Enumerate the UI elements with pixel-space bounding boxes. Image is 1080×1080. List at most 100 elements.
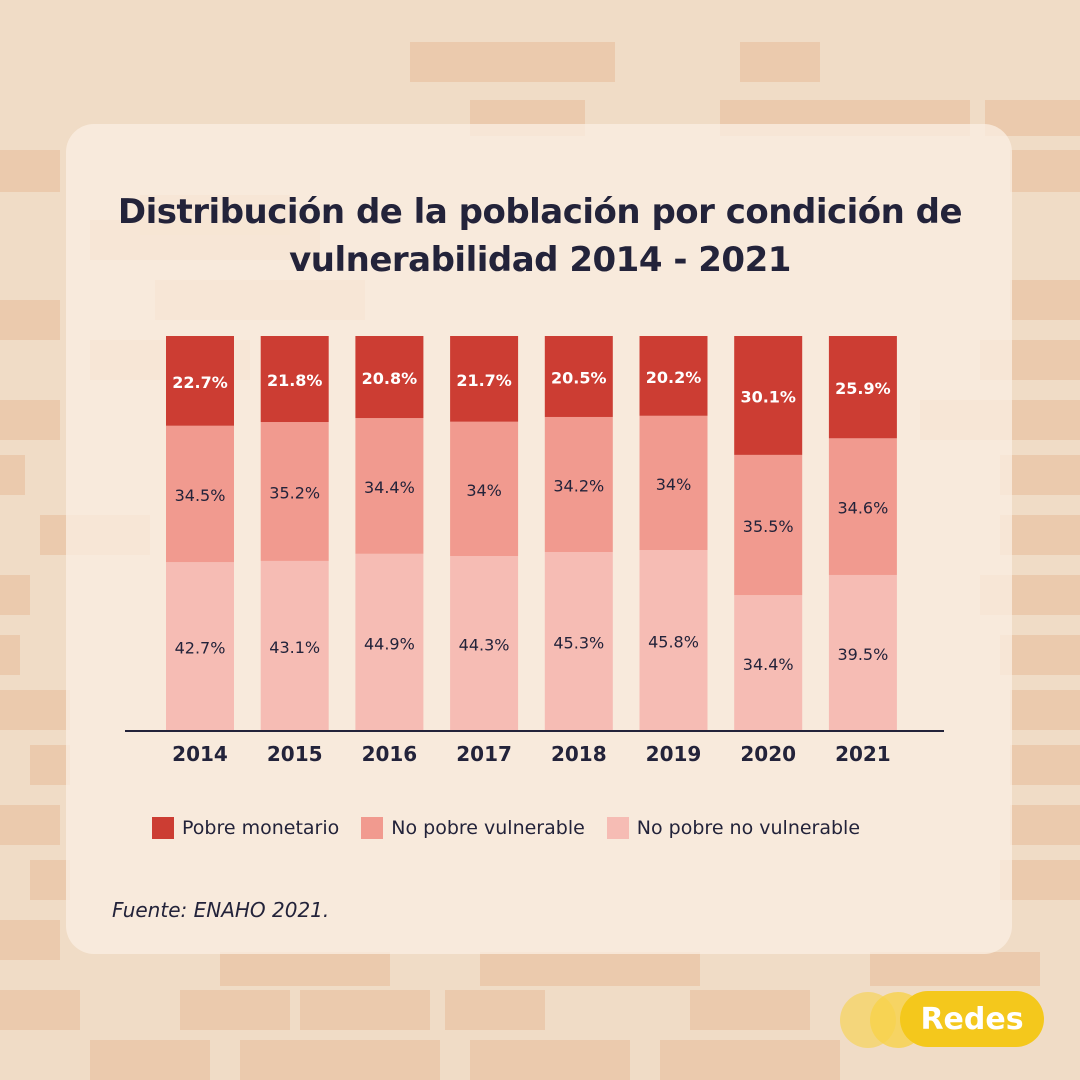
data-label-no-pobre-vulnerable-2020: 35.5% — [743, 517, 794, 536]
redes-logo: Redes — [838, 988, 1048, 1050]
brick — [0, 150, 60, 192]
data-label-pobre-monetario-2015: 21.8% — [267, 371, 323, 390]
brick — [1010, 745, 1080, 785]
brick — [1000, 455, 1080, 495]
brick — [1010, 150, 1080, 192]
brick — [300, 990, 430, 1030]
brick — [0, 400, 60, 440]
brick — [0, 805, 60, 845]
bar-segment-no-pobre-no-vulnerable-2018 — [544, 552, 613, 731]
bar-segment-no-pobre-vulnerable-2020 — [734, 454, 803, 596]
bar-segment-no-pobre-no-vulnerable-2019 — [639, 550, 708, 731]
x-tick-label-2020: 2020 — [740, 742, 796, 766]
legend-label-no-pobre-no-vulnerable: No pobre no vulnerable — [636, 817, 861, 839]
data-label-no-pobre-vulnerable-2014: 34.5% — [175, 486, 226, 505]
source-note: Fuente: ENAHO 2021. — [112, 898, 330, 922]
bar-segment-pobre-monetario-2018 — [544, 336, 613, 417]
x-tick-label-2015: 2015 — [267, 742, 323, 766]
legend-label-no-pobre-vulnerable: No pobre vulnerable — [391, 817, 585, 839]
brick — [1010, 280, 1080, 320]
brick — [0, 920, 60, 960]
brick — [410, 42, 585, 82]
data-label-no-pobre-vulnerable-2017: 34% — [466, 481, 502, 500]
brick — [470, 1040, 630, 1080]
data-label-no-pobre-no-vulnerable-2016: 44.9% — [364, 634, 415, 653]
brick — [0, 575, 30, 615]
chart-title: Distribución de la población por condici… — [117, 192, 963, 280]
bar-segment-no-pobre-vulnerable-2017 — [450, 421, 519, 557]
brick — [1010, 690, 1080, 730]
x-tick-label-2021: 2021 — [835, 742, 891, 766]
legend-item-no-pobre-vulnerable: No pobre vulnerable — [361, 817, 585, 839]
bar-segment-no-pobre-no-vulnerable-2021 — [828, 574, 897, 731]
bar-segment-no-pobre-no-vulnerable-2014 — [166, 562, 234, 731]
legend-swatch-no-pobre-vulnerable — [361, 817, 384, 839]
bar-segment-no-pobre-vulnerable-2014 — [166, 425, 234, 563]
bar-segment-no-pobre-vulnerable-2019 — [639, 415, 708, 551]
bar-segment-no-pobre-vulnerable-2015 — [260, 422, 329, 561]
brick — [90, 1040, 210, 1080]
data-label-no-pobre-no-vulnerable-2020: 34.4% — [743, 655, 794, 674]
bar-segment-pobre-monetario-2015 — [260, 336, 329, 423]
data-label-no-pobre-vulnerable-2018: 34.2% — [553, 477, 604, 496]
data-label-no-pobre-no-vulnerable-2017: 44.3% — [459, 636, 510, 655]
data-label-no-pobre-vulnerable-2021: 34.6% — [837, 499, 888, 518]
data-label-no-pobre-no-vulnerable-2021: 39.5% — [837, 645, 888, 664]
data-label-no-pobre-vulnerable-2016: 34.4% — [364, 478, 415, 497]
brick — [30, 745, 70, 785]
brick — [220, 952, 390, 986]
data-label-no-pobre-no-vulnerable-2018: 45.3% — [553, 634, 604, 653]
bar-segment-pobre-monetario-2020 — [734, 336, 803, 455]
legend-swatch-no-pobre-no-vulnerable — [606, 817, 629, 839]
data-label-pobre-monetario-2019: 20.2% — [646, 368, 702, 387]
bar-segment-no-pobre-vulnerable-2021 — [828, 438, 897, 575]
data-label-no-pobre-vulnerable-2019: 34% — [656, 475, 692, 494]
logo-text: Redes — [900, 991, 1044, 1047]
legend-label-pobre-monetario: Pobre monetario — [182, 817, 340, 839]
brick — [1000, 515, 1080, 555]
brick — [585, 42, 615, 82]
bar-segment-no-pobre-no-vulnerable-2020 — [734, 595, 803, 731]
brick — [1000, 635, 1080, 675]
data-label-no-pobre-no-vulnerable-2019: 45.8% — [648, 633, 699, 652]
brick — [0, 990, 80, 1030]
bar-segment-pobre-monetario-2016 — [355, 336, 424, 419]
data-label-no-pobre-no-vulnerable-2015: 43.1% — [269, 638, 320, 657]
x-tick-label-2019: 2019 — [646, 742, 702, 766]
brick — [0, 690, 70, 730]
legend-item-no-pobre-no-vulnerable: No pobre no vulnerable — [606, 817, 861, 839]
brick — [0, 455, 25, 495]
brick — [0, 635, 20, 675]
brick — [1010, 805, 1080, 845]
brick — [445, 990, 545, 1030]
x-tick-label-2014: 2014 — [172, 742, 228, 766]
brick — [870, 952, 1040, 986]
brick — [660, 1040, 840, 1080]
bar-segment-no-pobre-vulnerable-2016 — [355, 418, 424, 554]
data-label-no-pobre-vulnerable-2015: 35.2% — [269, 483, 320, 502]
brick — [180, 990, 290, 1030]
x-tick-label-2018: 2018 — [551, 742, 607, 766]
bar-segment-no-pobre-vulnerable-2018 — [544, 416, 613, 553]
bar-segment-no-pobre-no-vulnerable-2017 — [450, 556, 519, 731]
brick — [740, 42, 820, 82]
brick — [0, 300, 60, 340]
data-label-pobre-monetario-2017: 21.7% — [456, 371, 512, 390]
legend-item-pobre-monetario: Pobre monetario — [152, 817, 339, 839]
data-label-pobre-monetario-2021: 25.9% — [835, 379, 891, 398]
x-tick-label-2016: 2016 — [362, 742, 418, 766]
brick — [480, 952, 700, 986]
x-tick-label-2017: 2017 — [456, 742, 512, 766]
bar-segment-no-pobre-no-vulnerable-2015 — [260, 560, 329, 731]
brick — [690, 990, 810, 1030]
bar-segment-pobre-monetario-2014 — [166, 336, 234, 426]
data-label-pobre-monetario-2014: 22.7% — [172, 373, 228, 392]
bar-segment-pobre-monetario-2021 — [828, 336, 897, 439]
data-label-pobre-monetario-2016: 20.8% — [362, 369, 418, 388]
data-label-pobre-monetario-2020: 30.1% — [740, 387, 796, 406]
data-label-no-pobre-no-vulnerable-2014: 42.7% — [175, 639, 226, 658]
brick — [240, 1040, 440, 1080]
data-label-pobre-monetario-2018: 20.5% — [551, 368, 607, 387]
legend-swatch-pobre-monetario — [152, 817, 174, 839]
